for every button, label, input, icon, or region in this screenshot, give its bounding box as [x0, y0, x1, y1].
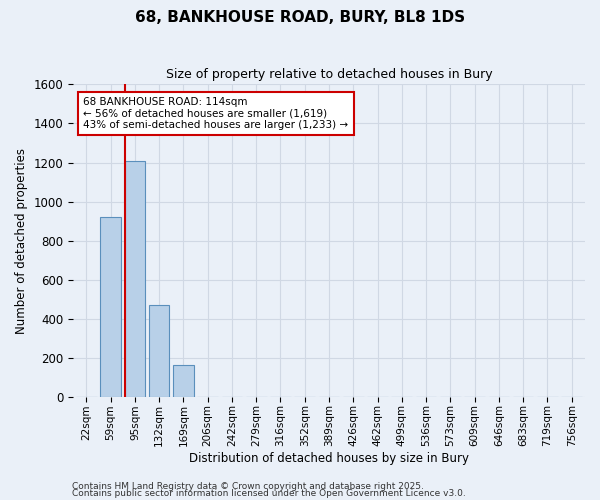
Text: 68 BANKHOUSE ROAD: 114sqm
← 56% of detached houses are smaller (1,619)
43% of se: 68 BANKHOUSE ROAD: 114sqm ← 56% of detac…	[83, 97, 349, 130]
Text: 68, BANKHOUSE ROAD, BURY, BL8 1DS: 68, BANKHOUSE ROAD, BURY, BL8 1DS	[135, 10, 465, 25]
Title: Size of property relative to detached houses in Bury: Size of property relative to detached ho…	[166, 68, 493, 80]
Bar	[100, 217, 121, 396]
Bar	[173, 366, 194, 396]
Text: Contains public sector information licensed under the Open Government Licence v3: Contains public sector information licen…	[72, 490, 466, 498]
Bar	[125, 160, 145, 396]
Text: Contains HM Land Registry data © Crown copyright and database right 2025.: Contains HM Land Registry data © Crown c…	[72, 482, 424, 491]
Y-axis label: Number of detached properties: Number of detached properties	[15, 148, 28, 334]
Bar	[149, 305, 169, 396]
X-axis label: Distribution of detached houses by size in Bury: Distribution of detached houses by size …	[189, 452, 469, 465]
